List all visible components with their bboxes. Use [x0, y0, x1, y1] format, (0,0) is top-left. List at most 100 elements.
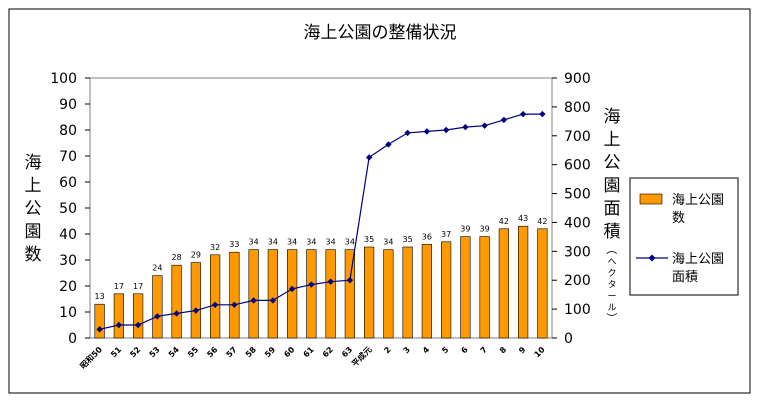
line-point	[192, 307, 200, 314]
right-axis-title-char: 積	[604, 222, 621, 242]
line-point	[250, 297, 257, 304]
bar	[364, 246, 375, 339]
right-axis-title-char: 面	[604, 199, 621, 219]
bar	[325, 249, 336, 339]
bar-data-label: 39	[460, 225, 470, 234]
left-axis-title-char: 上	[25, 176, 42, 196]
right-tick-label: 700	[564, 129, 591, 145]
bar-data-label: 34	[287, 238, 297, 247]
line-point	[346, 277, 354, 284]
bar	[460, 236, 471, 339]
line-point	[481, 122, 488, 129]
bar	[383, 249, 394, 339]
bar	[94, 303, 105, 339]
legend-line-label: 海上公園	[672, 252, 724, 267]
bar-data-label: 39	[480, 225, 490, 234]
right-tick-label: 600	[564, 158, 591, 174]
right-tick-label: 900	[564, 71, 591, 87]
left-axis-title-char: 公	[25, 199, 42, 219]
x-tick-label: 9	[517, 345, 528, 356]
bar-data-label: 42	[499, 217, 509, 226]
line-point	[96, 326, 103, 333]
bar	[113, 293, 124, 339]
line-point	[269, 297, 277, 304]
right-tick-label: 800	[564, 100, 591, 116]
bar-data-label: 43	[518, 214, 528, 223]
legend-line-label: 面積	[672, 270, 698, 285]
left-tick-label: 60	[59, 175, 77, 191]
left-axis-title-char: 園	[25, 222, 42, 242]
bar	[402, 246, 413, 339]
bar	[537, 228, 548, 339]
bar	[441, 241, 452, 339]
bar	[248, 249, 259, 339]
left-tick-label: 70	[59, 149, 77, 165]
x-tick-label: 2	[382, 345, 392, 355]
bar	[210, 254, 221, 339]
right-axis-title-char: 園	[604, 176, 621, 196]
bar-data-label: 29	[191, 251, 201, 260]
bar-data-label: 37	[441, 230, 451, 239]
left-tick-label: 50	[59, 201, 77, 217]
x-tick-label: 7	[479, 345, 489, 355]
legend-line-marker	[648, 254, 656, 262]
bar-data-label: 34	[383, 238, 393, 247]
x-tick-label: 3	[402, 345, 412, 355]
x-tick-label: 5	[440, 345, 451, 356]
right-axis-title-char: 海	[604, 107, 621, 127]
bar	[152, 275, 163, 339]
x-tick-label: 6	[459, 345, 470, 356]
right-axis-unit-char: （	[605, 244, 618, 255]
right-axis-unit-char: ヘ	[607, 258, 616, 268]
x-tick-label: 8	[498, 345, 509, 356]
bar-data-label: 34	[306, 238, 316, 247]
left-tick-label: 10	[59, 305, 77, 321]
bar-data-label: 35	[403, 235, 413, 244]
bar	[287, 249, 298, 339]
right-axis-unit-char: ル	[607, 304, 616, 314]
left-tick-label: 0	[68, 331, 77, 347]
left-tick-label: 100	[50, 71, 77, 87]
bar-data-label: 17	[133, 282, 143, 291]
line-point	[134, 321, 142, 329]
bar-data-label: 24	[152, 264, 162, 273]
x-tick-label: 4	[421, 345, 432, 356]
bar-data-label: 32	[210, 243, 220, 252]
right-axis-title-char: 上	[604, 130, 621, 150]
legend-bar-label: 海上公園	[672, 193, 724, 208]
bar	[306, 249, 317, 339]
right-axis-unit-char: ク	[607, 268, 616, 279]
right-axis-title-char: 公	[604, 153, 621, 173]
left-tick-label: 90	[59, 97, 77, 113]
right-axis-unit-char: ー	[607, 292, 616, 302]
bar	[344, 249, 355, 339]
left-axis-title-char: 数	[25, 245, 42, 265]
line-point	[442, 126, 450, 134]
bar-data-label: 33	[229, 240, 239, 249]
line-point	[423, 128, 431, 135]
bar-data-label: 34	[345, 238, 355, 247]
left-tick-label: 80	[59, 123, 77, 139]
right-tick-label: 500	[564, 187, 591, 203]
line-point	[154, 313, 161, 320]
bar	[229, 251, 240, 339]
line-point	[519, 110, 527, 118]
right-tick-label: 400	[564, 215, 591, 231]
bar	[518, 225, 529, 339]
chart-title: 海上公園の整備状況	[304, 23, 457, 43]
bar-data-label: 34	[249, 238, 259, 247]
line-point	[327, 278, 334, 285]
bar-data-label: 34	[326, 238, 336, 247]
bar	[171, 264, 182, 339]
right-axis: 0 100 200 300 400 500 600 700 800 900	[552, 71, 591, 347]
bar-data-label: 13	[95, 292, 105, 301]
line-point	[539, 110, 546, 118]
bar	[421, 244, 432, 339]
bar-data-label: 35	[364, 235, 374, 244]
line-point	[462, 123, 469, 131]
legend-bar-swatch	[639, 193, 663, 205]
bar-data-label: 17	[114, 282, 124, 291]
